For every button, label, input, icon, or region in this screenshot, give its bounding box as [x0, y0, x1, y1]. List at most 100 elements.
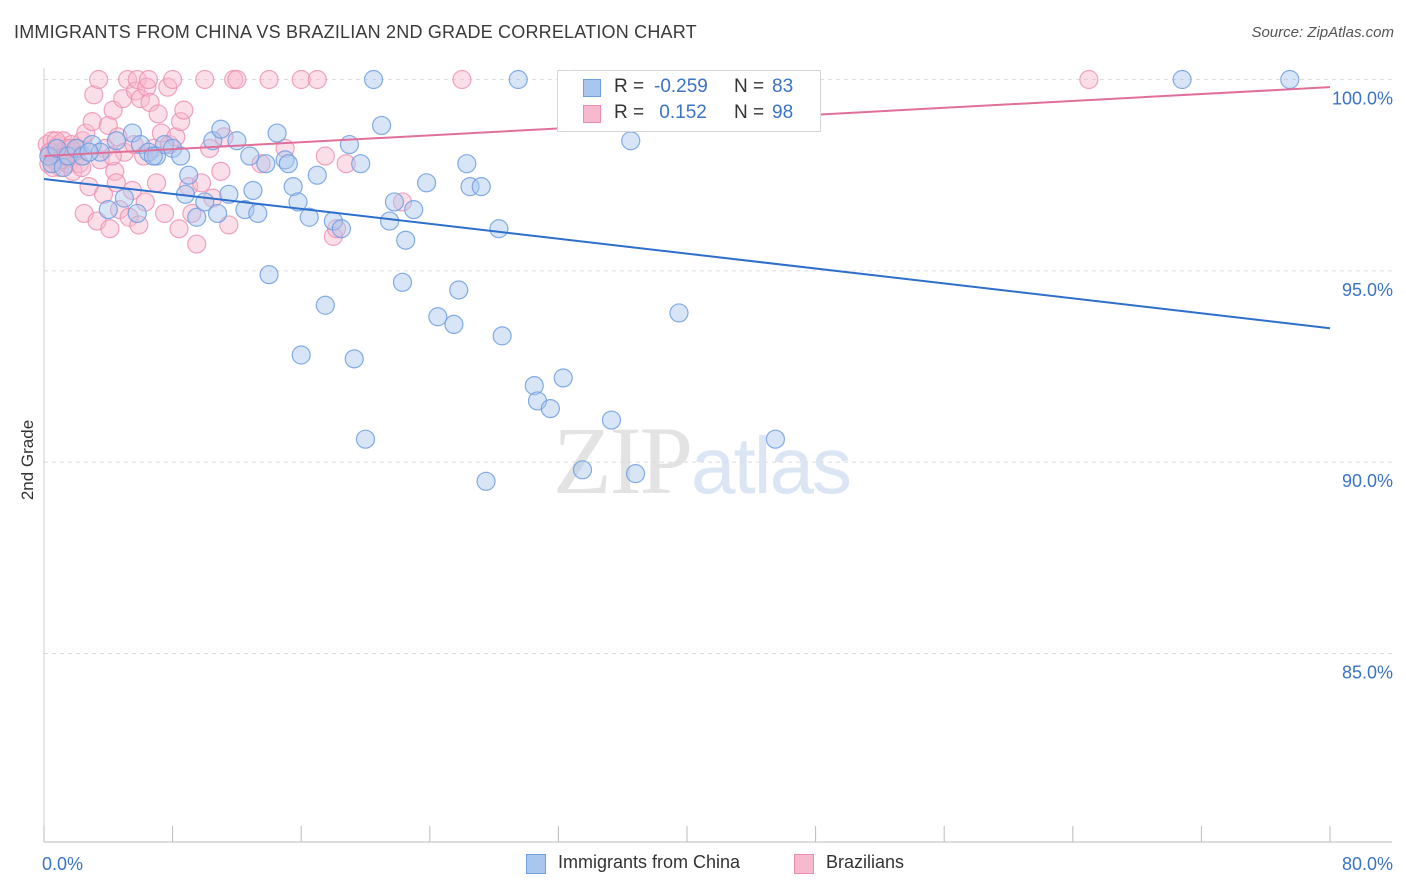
brazilians-point [137, 77, 157, 97]
brazilians-point [171, 111, 191, 132]
brazilians-point [219, 215, 239, 235]
legend-r-label: R = [614, 76, 650, 97]
brazilians-point [336, 154, 356, 174]
brazilians-point [127, 69, 147, 90]
china-point [171, 146, 191, 166]
china-point [130, 134, 151, 155]
legend-r-value-china: -0.259 [654, 76, 708, 97]
legend-n-value-china: 83 [772, 76, 794, 97]
china-point [384, 192, 405, 212]
bottom-swatch-china [526, 854, 546, 874]
china-point [114, 188, 134, 208]
watermark: ZIPatlas [553, 405, 852, 516]
china-point [267, 123, 287, 143]
china-point [1280, 69, 1300, 90]
china-point [460, 177, 480, 197]
china-point [98, 200, 118, 220]
brazilians-point [211, 161, 231, 181]
brazilians-point [148, 104, 168, 124]
china-point [471, 177, 491, 197]
china-point [256, 154, 276, 174]
china-point [179, 165, 199, 185]
brazilians-point [100, 219, 120, 239]
china-point [371, 115, 392, 136]
source-label: Source: ZipAtlas.com [1251, 24, 1394, 41]
brazilians-point [84, 85, 104, 105]
brazilians-point [1079, 69, 1099, 90]
y-tick-label: 90.0% [1342, 471, 1393, 491]
brazilians-point [82, 111, 102, 132]
china-point [127, 203, 147, 224]
china-point [53, 157, 73, 178]
china-point [396, 230, 416, 250]
china-point [339, 134, 360, 155]
brazilians-point [227, 69, 247, 90]
brazilians-point [151, 123, 171, 143]
china-point [601, 410, 622, 430]
china-point [416, 173, 437, 193]
china-point [79, 142, 99, 162]
y-axis-label: 2nd Grade [18, 419, 37, 501]
china-point [248, 203, 268, 224]
china-point [621, 131, 641, 151]
y-tick-label: 95.0% [1342, 280, 1393, 300]
china-point [106, 131, 126, 151]
brazilians-point [452, 69, 472, 90]
china-trend-line [43, 177, 1331, 330]
china-point [259, 265, 279, 285]
china-point [492, 326, 512, 346]
y-tick-label: 100.0% [1332, 89, 1393, 109]
bottom-swatch-brazilians [794, 854, 814, 874]
china-point [307, 165, 327, 185]
legend-r-value-brazilians: 0.152 [654, 102, 707, 123]
brazilians-point [117, 69, 138, 90]
china-point [143, 146, 163, 166]
brazilians-point [307, 69, 327, 90]
brazilians-point [291, 69, 311, 90]
china-point [331, 219, 351, 239]
china-point [449, 280, 469, 300]
brazilians-point [187, 234, 207, 254]
china-point [351, 154, 371, 174]
brazilians-point [140, 92, 160, 113]
gridlines [44, 79, 1392, 654]
brazilians-point [138, 69, 159, 90]
china-point [243, 180, 263, 201]
legend-swatch-china [583, 79, 601, 97]
china-point [457, 154, 477, 174]
china-point [315, 295, 335, 315]
axes [43, 68, 1392, 843]
china-point [540, 398, 560, 419]
watermark-atlas: atlas [691, 421, 852, 510]
china-point [476, 471, 496, 491]
brazilians-point [146, 173, 167, 193]
china-point [355, 429, 376, 449]
x-tick-label-min: 0.0% [42, 854, 83, 874]
china-point [187, 207, 207, 227]
china-point [765, 429, 786, 449]
bottom-label-china: Immigrants from China [558, 852, 741, 872]
china-point [508, 69, 528, 90]
legend-r-label: R = [614, 102, 650, 123]
brazilians-point [130, 89, 151, 109]
china-point [211, 119, 231, 139]
china-point [489, 219, 509, 239]
brazilians-point [251, 154, 271, 174]
china-points [39, 69, 1300, 491]
china-point [299, 207, 319, 227]
china-point [444, 314, 464, 335]
brazilians-point [174, 100, 194, 120]
brazilians-point [169, 219, 189, 239]
correlation-legend: R = -0.259 N = 83 R = 0.152 N = 98 [557, 70, 821, 132]
tick-labels: 85.0% 90.0% 95.0% 100.0% 0.0% 80.0% [42, 89, 1393, 875]
brazilians-point [392, 192, 413, 212]
china-point [203, 131, 223, 151]
brazilians-point [76, 123, 96, 143]
china-point [66, 138, 86, 158]
legend-n-label: N = [734, 76, 770, 97]
brazilians-point [135, 192, 155, 212]
legend-swatch-brazilians [583, 105, 601, 123]
china-point [380, 211, 400, 231]
china-point [572, 460, 593, 480]
